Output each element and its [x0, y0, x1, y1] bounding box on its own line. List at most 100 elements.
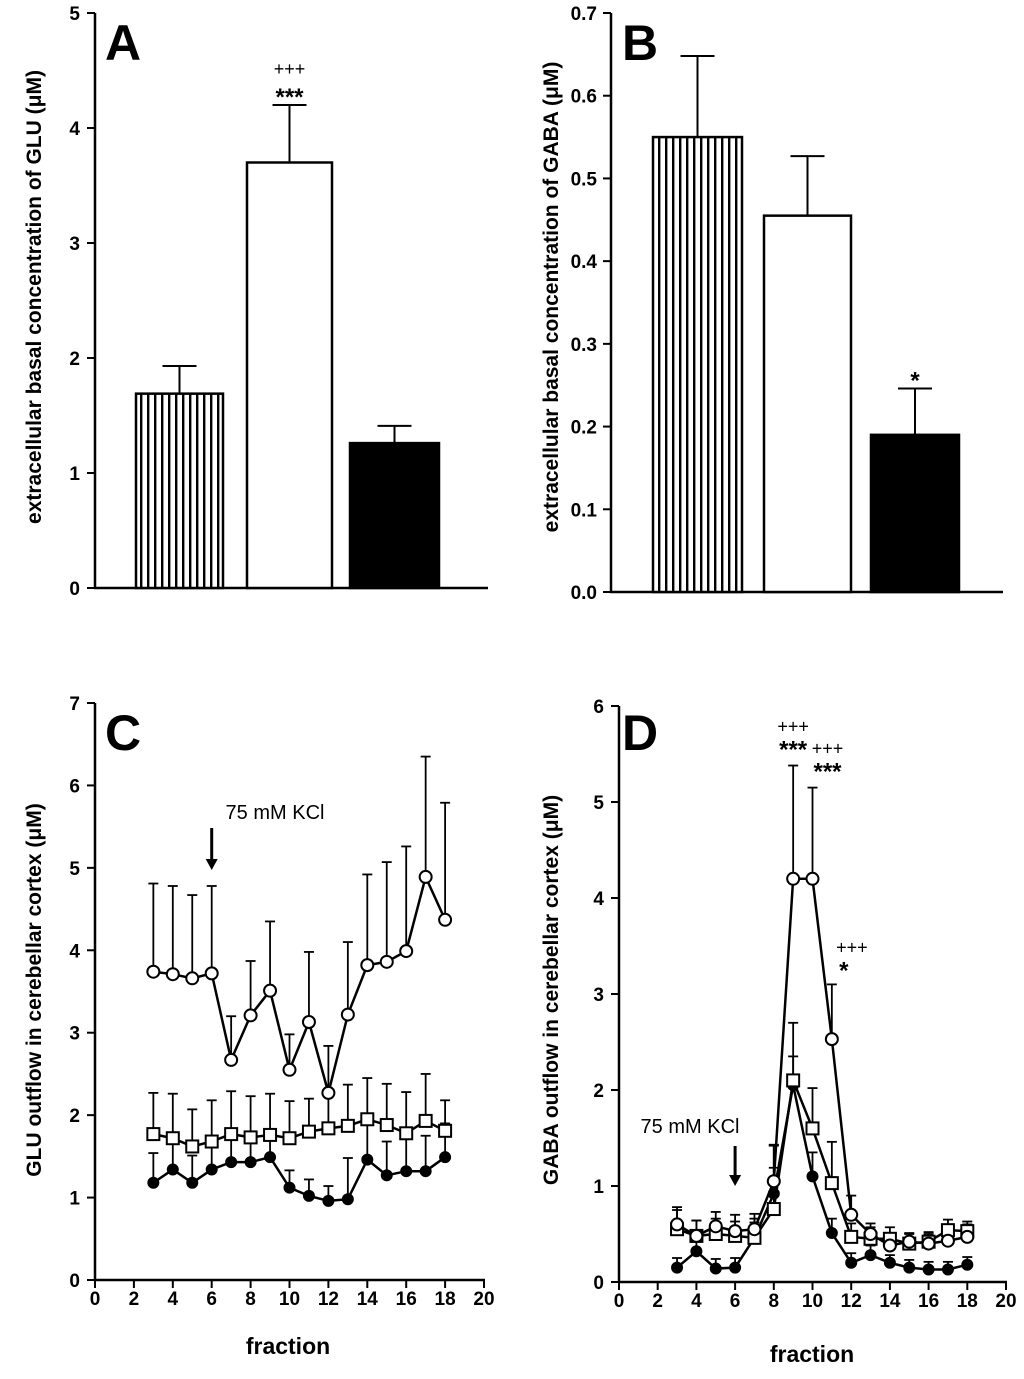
panel-c-square-point	[360, 1112, 375, 1127]
panel-c-filled-point	[419, 1165, 432, 1178]
panel-d-filled-point	[922, 1263, 935, 1276]
panel-c-open-point	[165, 967, 180, 982]
panel-c-series-line	[153, 873, 447, 1098]
panel-d-filled-point	[709, 1262, 722, 1275]
panel-d-y-tick-label: 3	[593, 985, 604, 1006]
panel-d-x-tick-label: 4	[691, 1291, 702, 1312]
panel-b-bar	[762, 214, 853, 594]
panel-d-x-tick-label: 8	[769, 1291, 780, 1312]
panel-c-y-axis-label: GLU outflow in cerebellar cortex (μM)	[23, 803, 46, 1176]
panel-d-y-tick-label: 6	[593, 697, 604, 718]
panel-c-series-line	[152, 1155, 446, 1203]
panel-d-y-axis-label: GABA outflow in cerebellar cortex (μM)	[540, 795, 563, 1185]
panel-c-square-point	[418, 1113, 433, 1128]
panel-c-y-tick-label: 1	[69, 1189, 80, 1210]
panel-d-series-line	[676, 877, 968, 1247]
panel-b-y-tick-label: 0.1	[571, 500, 598, 521]
panel-d-filled-point	[845, 1256, 858, 1269]
panel-d-x-tick-label: 16	[918, 1291, 939, 1312]
panel-d-x-axis-label: fraction	[770, 1341, 854, 1367]
panel-d-square-point	[766, 1202, 781, 1217]
panel-a-y-axis-label: extracellular basal concentration of GLU…	[23, 70, 46, 524]
panel-c-filled-point	[166, 1163, 179, 1176]
panel-b-y-tick-label: 0.2	[571, 418, 597, 439]
panel-b-y-tick-label: 0.7	[571, 4, 597, 25]
panel-c-x-tick-label: 18	[435, 1289, 456, 1310]
panel-d-kcl-arrow-head	[729, 1175, 742, 1186]
panel-d-significance-plus: +++	[777, 717, 809, 737]
panel-c-filled-point	[205, 1163, 218, 1176]
panel-c-x-tick-label: 16	[396, 1289, 417, 1310]
panel-d-significance-stars: ***	[813, 759, 842, 786]
panel-c-filled-point	[225, 1156, 238, 1169]
panel-c-x-tick-label: 2	[129, 1289, 140, 1310]
panel-c-filled-point	[302, 1189, 315, 1202]
panel-d-x-tick-label: 14	[879, 1291, 901, 1312]
panel-d-significance-plus: +++	[836, 937, 868, 957]
panel-d-filled-point	[961, 1258, 974, 1271]
panel-a-y-tick-label: 4	[69, 119, 80, 140]
panel-label-b: B	[622, 15, 658, 71]
panel-c-y-tick-label: 7	[69, 694, 80, 715]
panel-c-square-point	[243, 1130, 258, 1145]
panel-c-open-point	[360, 958, 375, 973]
panel-d-filled-point	[903, 1261, 916, 1274]
panel-a-y-tick-label: 0	[69, 579, 80, 600]
panel-d-filled-point	[941, 1263, 954, 1276]
panel-d-open-point	[921, 1236, 936, 1251]
panel-d-open-point	[708, 1219, 723, 1234]
panel-c-square-point	[340, 1118, 355, 1133]
panel-d-open-point	[689, 1228, 704, 1243]
panel-c-open-point	[379, 954, 394, 969]
panel-c-square-point	[282, 1131, 297, 1146]
panel-c-open-point	[204, 966, 219, 981]
panel-c-filled-point	[380, 1169, 393, 1182]
panel-c-square-point	[438, 1123, 453, 1138]
panel-c-open-point	[243, 1008, 258, 1023]
panel-c-open-point	[321, 1085, 336, 1100]
panel-b-bar-annotation: *	[910, 368, 920, 395]
panel-c-y-tick-label: 2	[69, 1106, 80, 1127]
panel-d-significance-stars: ***	[779, 737, 808, 764]
panel-d-open-point	[728, 1224, 743, 1239]
panel-d-significance-plus: +++	[812, 739, 844, 759]
panel-c-x-tick-label: 6	[206, 1289, 217, 1310]
panel-c-open-point	[301, 1014, 316, 1029]
panel-c-kcl-arrow-head	[205, 859, 218, 870]
panel-a-bar-annotation: +++	[274, 59, 306, 79]
panel-c-square-point	[399, 1126, 414, 1141]
panel-label-c: C	[105, 705, 141, 761]
panel-d-filled-point	[825, 1227, 838, 1240]
panel-a-bar	[245, 161, 334, 590]
panel-b-bar	[869, 433, 961, 594]
panel-d-open-point	[766, 1174, 781, 1189]
panel-c-square-point	[165, 1131, 180, 1146]
panel-d-filled-point	[883, 1256, 896, 1269]
panel-c-filled-point	[400, 1165, 413, 1178]
panel-c-filled-point	[439, 1151, 452, 1164]
panel-c-open-point	[418, 869, 433, 884]
panel-a-y-tick-label: 5	[69, 4, 80, 25]
panel-label-a: A	[105, 15, 141, 71]
panel-d-open-point	[824, 1032, 839, 1047]
panel-c-x-tick-label: 20	[473, 1289, 494, 1310]
panel-c-open-point	[185, 971, 200, 986]
panel-b-y-tick-label: 0.4	[571, 252, 598, 273]
panel-label-d: D	[622, 705, 658, 761]
panel-d-open-point	[863, 1227, 878, 1241]
panel-c-y-tick-label: 6	[69, 776, 80, 797]
panel-c-x-tick-label: 4	[168, 1289, 179, 1310]
panel-c-series-line	[153, 1117, 446, 1148]
panel-b-y-axis-label: extracellular basal concentration of GAB…	[540, 62, 563, 533]
panel-d-open-point	[670, 1217, 685, 1232]
panel-d-square-point	[786, 1073, 801, 1088]
panel-d-y-tick-label: 0	[593, 1273, 604, 1294]
panel-c-filled-point	[264, 1151, 277, 1164]
panel-c-square-point	[204, 1134, 219, 1149]
panel-c-x-tick-label: 0	[90, 1289, 101, 1310]
panel-a-bar	[348, 441, 441, 590]
panel-c-open-point	[399, 944, 414, 959]
panel-c-filled-point	[244, 1156, 257, 1169]
panel-c-square-point	[263, 1127, 278, 1142]
panel-d-x-tick-label: 0	[614, 1291, 625, 1312]
